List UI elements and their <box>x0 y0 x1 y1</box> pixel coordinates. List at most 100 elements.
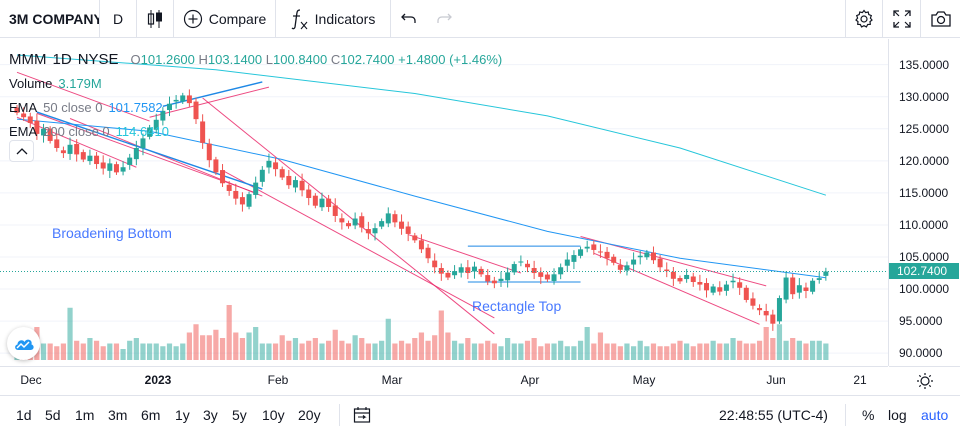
legend-collapse-button[interactable] <box>9 140 34 162</box>
range-button-1m[interactable]: 1m <box>75 407 95 423</box>
candle-body <box>60 150 66 154</box>
volume-bar <box>319 343 325 360</box>
candle-body <box>425 247 431 259</box>
candle-body <box>399 221 405 229</box>
bottom-separator <box>339 404 340 426</box>
range-button-3y[interactable]: 3y <box>203 407 218 423</box>
volume-bar <box>153 343 159 360</box>
symbol-search[interactable]: 3M COMPANY <box>0 0 100 38</box>
volume-bar <box>200 335 206 360</box>
volume-bar <box>133 338 139 360</box>
volume-bar <box>226 305 232 360</box>
candle-body <box>578 249 584 256</box>
price-tick: 100.0000 <box>899 282 950 297</box>
compare-button[interactable]: Compare <box>174 0 276 38</box>
auto-toggle[interactable]: auto <box>921 407 949 423</box>
log-toggle[interactable]: log <box>888 407 907 423</box>
volume-bar <box>538 346 544 360</box>
volume-bar <box>498 346 504 360</box>
candle-body <box>379 221 385 227</box>
range-button-1y[interactable]: 1y <box>175 407 190 423</box>
percent-toggle[interactable]: % <box>862 407 875 423</box>
indicators-button[interactable]: Indicators <box>276 0 391 38</box>
high-value: 103.1400 <box>207 51 263 67</box>
time-axis[interactable]: Dec 2023 Feb Mar Apr May Jun 21 <box>0 366 888 394</box>
candle-body <box>352 218 358 226</box>
candle-body <box>392 214 398 223</box>
main-series-legend[interactable]: MMM 1D NYSE O101.2600 H103.1400 L100.840… <box>9 47 502 71</box>
settings-button[interactable] <box>845 0 882 38</box>
range-button-10y[interactable]: 10y <box>262 407 285 423</box>
price-chart[interactable] <box>0 39 888 366</box>
bottom-separator <box>845 404 846 426</box>
volume-bar <box>810 340 816 360</box>
fullscreen-button[interactable] <box>883 0 920 38</box>
volume-bar <box>717 343 723 360</box>
volume-bar <box>266 343 272 360</box>
volume-bar <box>339 340 345 360</box>
volume-bar <box>107 343 113 360</box>
legend-ohlc: O101.2600 H103.1400 L100.8400 C102.7400 … <box>131 52 503 67</box>
candle-body <box>717 287 723 292</box>
annotation-broadening-bottom[interactable]: Broadening Bottom <box>52 225 172 241</box>
annotation-rectangle-top[interactable]: Rectangle Top <box>472 298 562 314</box>
range-button-20y[interactable]: 20y <box>298 407 321 423</box>
volume-bar <box>637 340 643 360</box>
candle-body <box>385 213 391 224</box>
clock-timezone[interactable]: 22:48:55 (UTC-4) <box>719 407 828 423</box>
candle-body <box>803 287 809 291</box>
chart-type-button[interactable] <box>137 0 174 38</box>
volume-bar <box>412 338 418 360</box>
ema50-legend[interactable]: EMA 50 close 0 101.7582 <box>9 95 502 119</box>
price-axis[interactable]: 135.0000 130.0000 125.0000 120.0000 115.0000… <box>888 39 960 366</box>
candle-body <box>505 272 511 281</box>
date-range-button[interactable] <box>353 406 371 427</box>
volume-bar <box>737 340 743 360</box>
candle-body <box>684 274 690 280</box>
range-button-5y[interactable]: 5y <box>232 407 247 423</box>
last-price-label: 102.7400 <box>889 263 959 280</box>
candle-body <box>253 182 259 195</box>
candle-body <box>710 286 716 293</box>
candle-body <box>597 251 603 253</box>
candle-body <box>67 144 73 154</box>
volume-legend-value: 3.179M <box>58 75 102 91</box>
candle-body <box>690 276 696 283</box>
high-label: H <box>198 51 208 67</box>
pattern-line <box>408 234 522 274</box>
volume-bar <box>186 332 192 360</box>
candle-body <box>432 260 438 268</box>
pattern-line <box>222 170 495 319</box>
undo-icon[interactable] <box>400 12 417 26</box>
tradingview-logo[interactable] <box>7 327 40 360</box>
volume-bar <box>703 343 710 360</box>
candle-body <box>153 119 159 130</box>
axis-settings-button[interactable] <box>889 366 960 394</box>
volume-bar <box>379 340 385 360</box>
range-button-3m[interactable]: 3m <box>108 407 128 423</box>
range-button-6m[interactable]: 6m <box>141 407 161 423</box>
snapshot-button[interactable] <box>922 0 959 38</box>
candle-body <box>776 298 782 322</box>
legend-exchange: NYSE <box>77 50 119 68</box>
volume-bar <box>166 343 173 360</box>
time-tick: Dec <box>20 373 42 387</box>
candle-body <box>299 180 305 191</box>
range-button-1d[interactable]: 1d <box>16 407 32 423</box>
volume-bar <box>213 329 219 360</box>
price-tick: 105.0000 <box>899 250 950 264</box>
redo-icon[interactable] <box>436 12 452 26</box>
open-value: 101.2600 <box>140 51 195 67</box>
change-value: +1.4800 (+1.46%) <box>398 51 503 67</box>
price-tick: 110.0000 <box>899 217 949 232</box>
pattern-line <box>202 97 495 335</box>
ema200-legend[interactable]: EMA 200 close 0 114.6410 <box>9 119 502 143</box>
range-button-5d[interactable]: 5d <box>45 407 61 423</box>
legend-interval: 1D <box>52 50 72 68</box>
volume-bar <box>544 343 550 360</box>
interval-button[interactable]: D <box>100 0 137 38</box>
candle-body <box>412 235 418 241</box>
volume-legend[interactable]: Volume 3.179M <box>9 71 502 95</box>
top-toolbar: 3M COMPANY D Compare <box>0 0 960 38</box>
low-value: 100.8400 <box>273 51 328 67</box>
